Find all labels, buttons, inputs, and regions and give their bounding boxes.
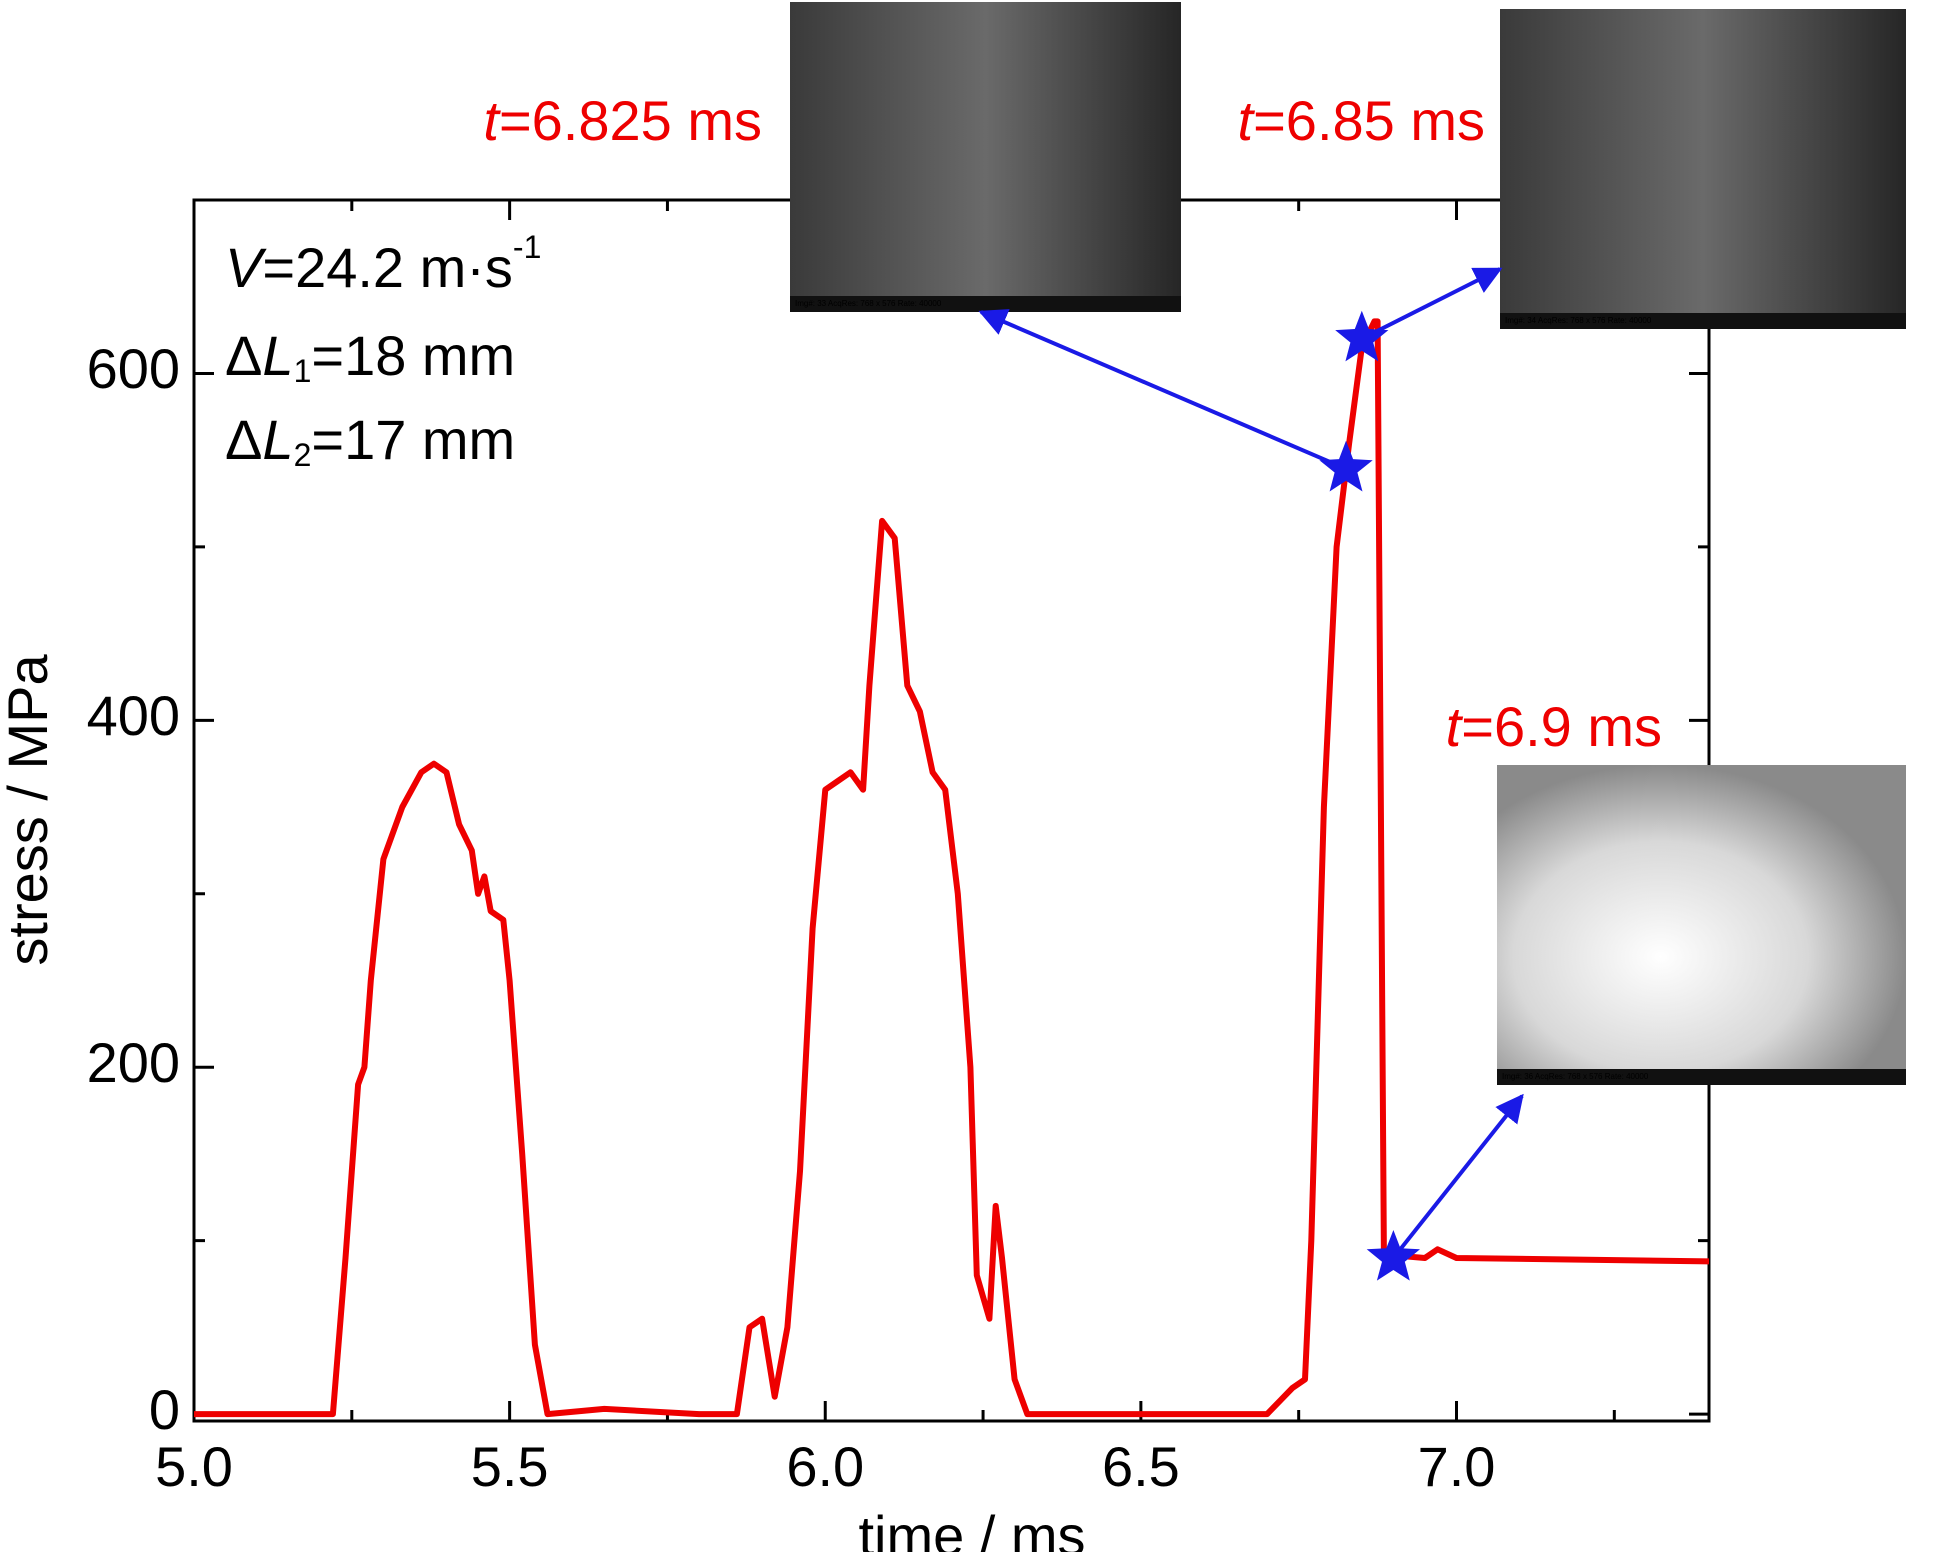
photo-caption: Img#: 33 AcqRes: 768 x 576 Rate: 40000 [795, 299, 942, 308]
y-tick-label: 600 [87, 337, 180, 400]
info-line: ΔL1=18 mm [225, 324, 515, 390]
info-part: V [225, 236, 267, 299]
info-part: L [262, 408, 293, 471]
annotation-var: t [1446, 695, 1464, 758]
photo-caption-bar [1500, 313, 1906, 329]
photo-caption: Img#: 36 AcqRes: 768 x 576 Rate: 40000 [1502, 1072, 1649, 1081]
info-part: Δ [225, 324, 262, 387]
photo-caption: Img#: 34 AcqRes: 768 x 576 Rate: 40000 [1505, 316, 1652, 325]
star-marker [1319, 440, 1373, 492]
arrow [978, 309, 1347, 471]
star-marker [1335, 310, 1389, 362]
arrow [1360, 267, 1503, 341]
x-tick-label: 5.5 [471, 1435, 549, 1498]
annotation-text: =6.825 ms [499, 89, 762, 152]
data-line [194, 318, 1710, 1418]
y-tick-label: 200 [87, 1031, 180, 1094]
y-tick-label: 0 [149, 1378, 180, 1441]
info-line: V=24.2 m·s-1 [225, 229, 541, 298]
info-part: Δ [225, 408, 262, 471]
annotation-label: t=6.825 ms [483, 89, 762, 152]
info-part: =24.2 m·s [262, 236, 513, 299]
x-tick-label: 7.0 [1418, 1435, 1496, 1498]
photo [1500, 9, 1906, 329]
info-part: L [262, 324, 293, 387]
photo [1497, 765, 1906, 1085]
y-axis-label: stress / MPa [0, 654, 59, 966]
photo [790, 2, 1181, 312]
annotation-var: t [1238, 89, 1256, 152]
star-marker [1366, 1230, 1420, 1281]
annotation-label: t=6.85 ms [1238, 89, 1485, 152]
info-part: 2 [294, 437, 312, 473]
photos [790, 2, 1906, 1085]
x-tick-label: 5.0 [155, 1435, 233, 1498]
info-line: ΔL2=17 mm [225, 408, 515, 474]
annotation-label: t=6.9 ms [1446, 695, 1662, 758]
info-part: =17 mm [311, 408, 515, 471]
photo-caption-bar [790, 296, 1181, 312]
arrow [1391, 1093, 1524, 1260]
y-tick-label: 400 [87, 684, 180, 747]
annotation-var: t [483, 89, 501, 152]
x-tick-label: 6.5 [1102, 1435, 1180, 1498]
x-axis-label: time / ms [858, 1504, 1085, 1552]
info-part: 1 [294, 353, 312, 389]
annotation-text: =6.85 ms [1253, 89, 1485, 152]
info-part: -1 [513, 229, 541, 265]
annotation-text: =6.9 ms [1461, 695, 1662, 758]
info-part: =18 mm [311, 324, 515, 387]
photo-caption-bar [1497, 1069, 1906, 1085]
x-tick-label: 6.0 [786, 1435, 864, 1498]
